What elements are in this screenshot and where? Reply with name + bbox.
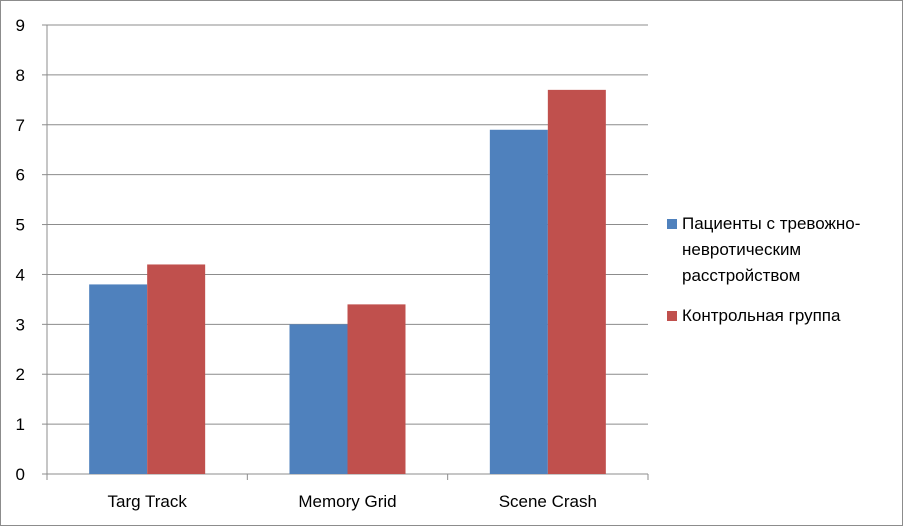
y-tick-label: 6	[16, 166, 25, 185]
y-tick-label: 2	[16, 365, 25, 384]
y-tick-label: 0	[16, 465, 25, 484]
y-tick-label: 8	[16, 66, 25, 85]
x-tick-label: Targ Track	[107, 492, 187, 511]
x-tick-label: Scene Crash	[499, 492, 597, 511]
bar-control-0	[147, 264, 206, 474]
legend-item-control: Контрольная группа	[667, 303, 899, 329]
legend-swatch-control	[667, 311, 677, 321]
legend-swatch-patients	[667, 219, 677, 229]
x-tick-label: Memory Grid	[298, 492, 396, 511]
y-tick-label: 3	[16, 315, 25, 334]
bar-control-1	[347, 304, 406, 474]
y-tick-label: 9	[16, 16, 25, 35]
legend-item-patients: Пациенты с тревожно-невротическим расстр…	[667, 211, 899, 289]
tick-labels: 0 1 2 3 4 5 6 7 8 9 Targ Track Memory Grid Scene Cra…	[16, 16, 597, 511]
bar-patients-2	[489, 129, 548, 474]
y-tick-label: 7	[16, 116, 25, 135]
y-tick-label: 1	[16, 415, 25, 434]
y-tick-label: 4	[16, 265, 25, 284]
bar-control-2	[547, 89, 606, 474]
legend-label-patients: Пациенты с тревожно-невротическим расстр…	[682, 214, 861, 285]
bar-patients-0	[89, 284, 148, 474]
legend-label-control: Контрольная группа	[682, 306, 841, 325]
legend: Пациенты с тревожно-невротическим расстр…	[667, 211, 899, 343]
y-tick-label: 5	[16, 216, 25, 235]
bar-patients-1	[289, 324, 348, 474]
bars	[89, 89, 606, 474]
